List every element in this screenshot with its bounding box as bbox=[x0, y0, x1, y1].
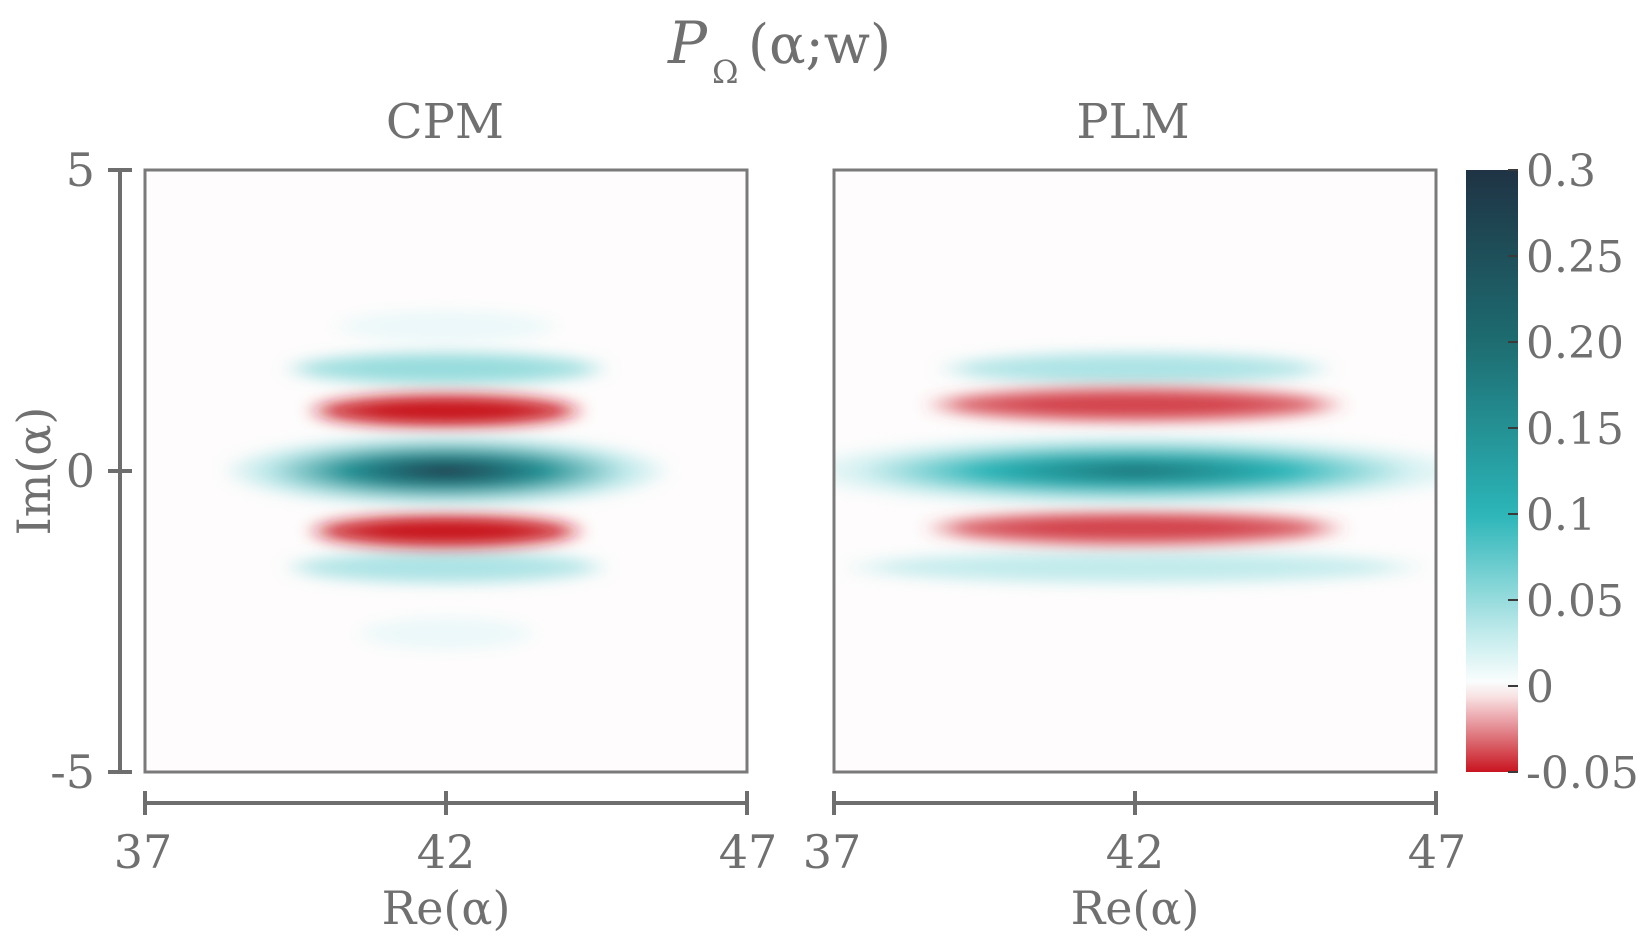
x-tick-label: 37 bbox=[114, 825, 173, 879]
positive-band bbox=[349, 615, 543, 652]
colorbar-tick-label: 0.20 bbox=[1526, 318, 1624, 369]
y-axis: 5 0 -5 Im(α) bbox=[7, 143, 132, 799]
negative-band bbox=[918, 510, 1352, 547]
panel-title-plm: PLM bbox=[1076, 94, 1189, 150]
y-axis-label: Im(α) bbox=[7, 407, 61, 536]
negative-band bbox=[918, 386, 1352, 423]
x-tick-label: 42 bbox=[417, 825, 476, 879]
title-main: P bbox=[667, 9, 708, 77]
heatmap-plm bbox=[834, 170, 1436, 772]
colorbar-tick-label: 0.1 bbox=[1526, 490, 1596, 541]
x-axis-plm: 37 42 47 Re(α) bbox=[803, 791, 1467, 935]
y-tick-label: 0 bbox=[66, 444, 95, 498]
plot-frame-plm bbox=[832, 168, 1438, 774]
colorbar-tick-label: 0.25 bbox=[1526, 232, 1624, 283]
y-tick-label: 5 bbox=[66, 143, 95, 197]
x-axis-cpm: 37 42 47 Re(α) bbox=[114, 791, 778, 935]
plot-frame-cpm bbox=[143, 168, 749, 774]
x-tick-label: 47 bbox=[1408, 825, 1467, 879]
panel-title-cpm: CPM bbox=[386, 94, 504, 150]
positive-band bbox=[325, 308, 567, 345]
colorbar-tick-label: 0.3 bbox=[1526, 146, 1596, 197]
colorbar-tick-label: 0.15 bbox=[1526, 404, 1624, 455]
positive-band bbox=[834, 549, 1436, 586]
heatmap-bands bbox=[217, 308, 675, 652]
negative-band bbox=[301, 513, 591, 550]
x-tick-label: 47 bbox=[719, 825, 778, 879]
figure-title: P Ω (α;w) bbox=[667, 9, 891, 91]
x-axis-label-cpm: Re(α) bbox=[382, 881, 511, 935]
colorbar-ticks: 0.3 0.25 0.20 0.15 0.1 0.05 0 -0.05 bbox=[1508, 146, 1639, 799]
x-tick-label: 37 bbox=[803, 825, 862, 879]
positive-band bbox=[930, 350, 1340, 387]
positive-band bbox=[277, 350, 615, 387]
colorbar-tick-label: -0.05 bbox=[1526, 748, 1639, 799]
positive-band bbox=[217, 433, 675, 509]
positive-band bbox=[834, 433, 1436, 509]
x-axis-label-plm: Re(α) bbox=[1071, 881, 1200, 935]
colorbar-tick-label: 0.05 bbox=[1526, 576, 1624, 627]
x-tick-label: 42 bbox=[1106, 825, 1165, 879]
y-tick-label: -5 bbox=[50, 745, 95, 799]
heatmap-bands bbox=[834, 350, 1436, 586]
negative-band bbox=[301, 392, 591, 429]
title-args: (α;w) bbox=[748, 13, 891, 76]
colorbar-gradient bbox=[1466, 170, 1518, 772]
colorbar-tick-label: 0 bbox=[1526, 662, 1554, 713]
colorbar: 0.3 0.25 0.20 0.15 0.1 0.05 0 -0.05 bbox=[1466, 146, 1639, 799]
heatmap-cpm bbox=[145, 170, 747, 772]
positive-band bbox=[277, 549, 615, 586]
title-subscript: Ω bbox=[712, 53, 739, 91]
